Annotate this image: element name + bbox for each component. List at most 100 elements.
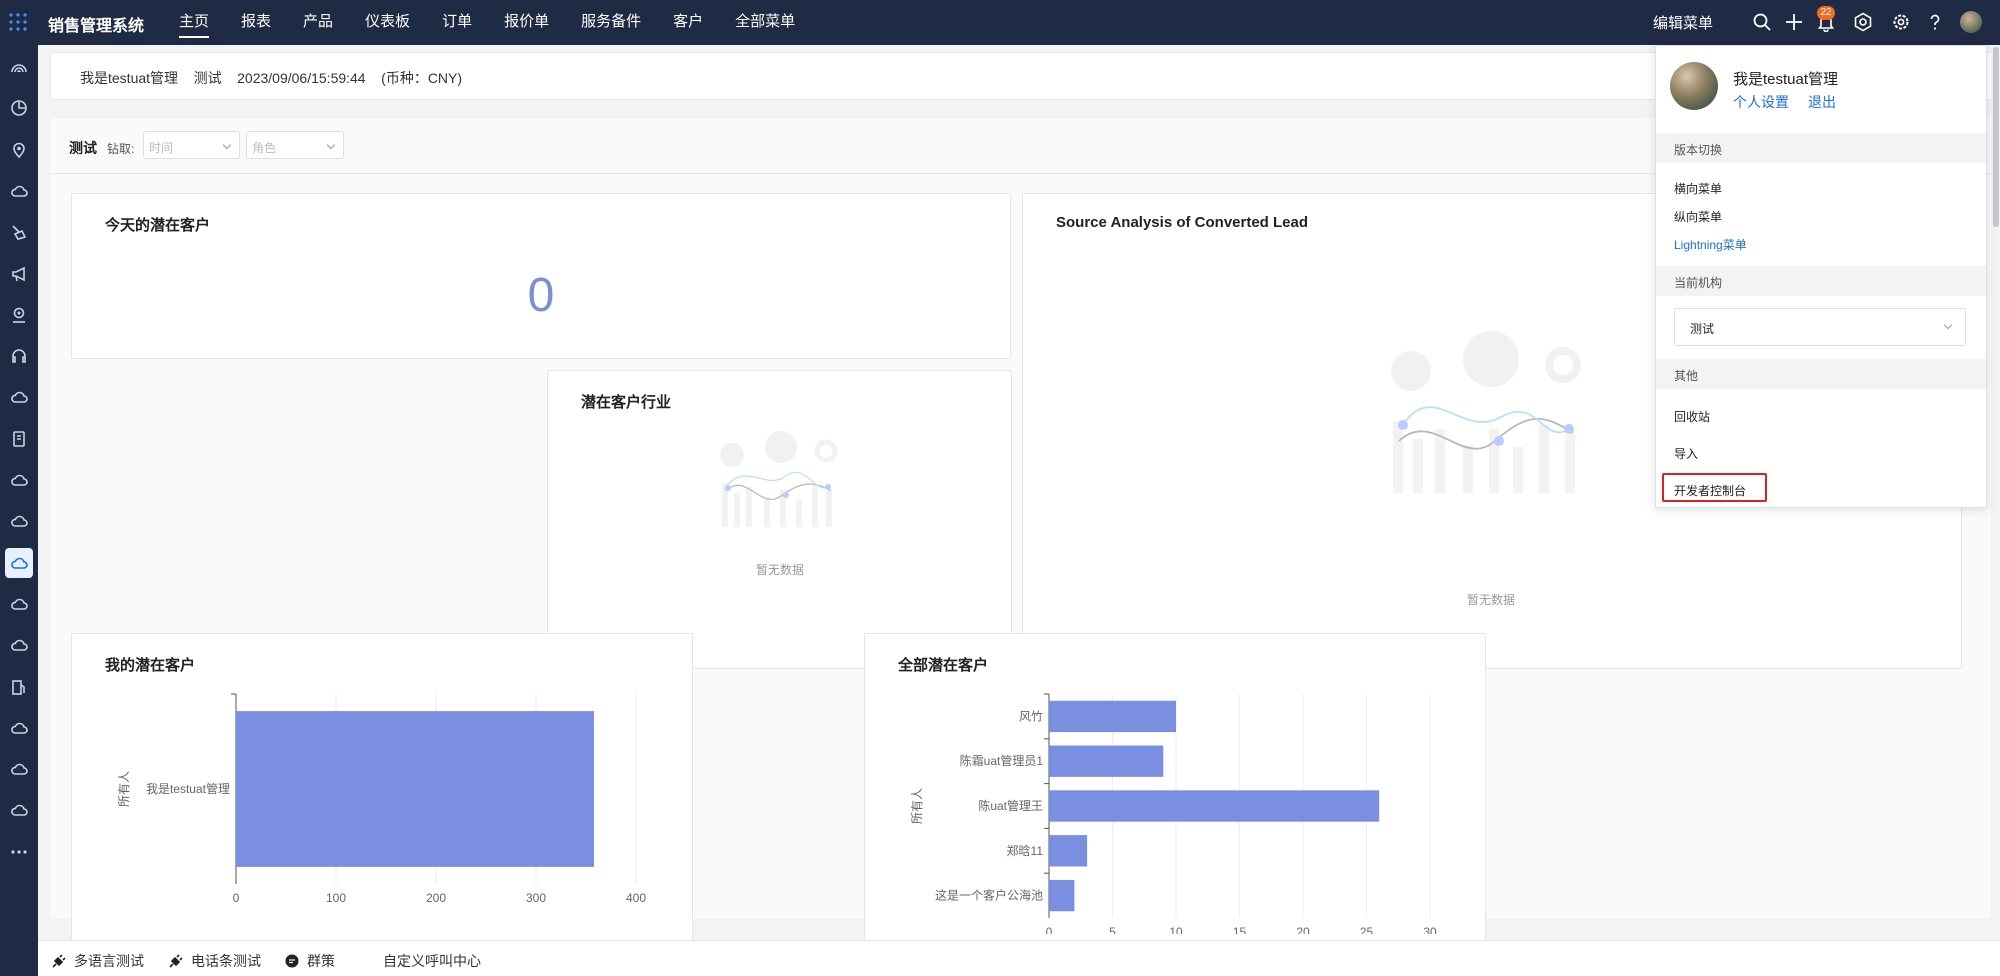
x-tick-label: 25: [1360, 925, 1374, 934]
my-leads-card: 我的潜在客户 0 100 200 300 400 我是testuat管理 所有人: [71, 633, 693, 953]
card-title: 潜在客户行业: [581, 394, 672, 411]
y-tick-label: 我是testuat管理: [146, 781, 230, 796]
divider: [50, 173, 2000, 174]
cloud-icon[interactable]: [5, 795, 33, 825]
rainbow-icon[interactable]: [5, 52, 33, 82]
bar: [1049, 700, 1176, 733]
nav-item-home[interactable]: 主页: [168, 0, 220, 45]
bar: [1049, 790, 1380, 822]
sidebar: [0, 45, 38, 976]
chevron-down-icon: [326, 140, 336, 150]
plug-icon: [52, 954, 66, 968]
no-data-illustration: [720, 431, 838, 527]
section-other: 其他: [1656, 359, 1986, 389]
hexagon-gear-icon[interactable]: [1853, 12, 1873, 32]
time-select-placeholder: 时间: [149, 141, 174, 155]
nav-item-customers[interactable]: 客户: [673, 13, 704, 30]
x-tick-label: 0: [233, 891, 240, 905]
gear-icon[interactable]: [1891, 12, 1911, 32]
cloud-icon[interactable]: [5, 506, 33, 536]
y-axis-title: 所有人: [910, 788, 924, 824]
cloud-icon[interactable]: [5, 465, 33, 495]
search-icon[interactable]: [1752, 12, 1772, 32]
menu-option-lightning[interactable]: Lightning菜单: [1674, 238, 1747, 252]
personal-settings-link[interactable]: 个人设置: [1733, 94, 1789, 110]
import-item[interactable]: 导入: [1674, 447, 1699, 461]
broom-icon[interactable]: [5, 217, 33, 247]
nav-item-dashboard[interactable]: 仪表板: [365, 13, 411, 30]
cloud-icon[interactable]: [5, 176, 33, 206]
lead-industry-card: 潜在客户行业 暂无数据: [547, 370, 1012, 669]
bottom-item-callcenter[interactable]: 自定义呼叫中心: [383, 951, 481, 971]
cloud-icon[interactable]: [5, 547, 33, 578]
cloud-icon[interactable]: [5, 754, 33, 784]
y-tick-label: 风竹: [1019, 709, 1043, 723]
org-select[interactable]: 测试: [1674, 308, 1966, 346]
bottom-item-label: 群策: [307, 953, 335, 969]
no-data-text: 暂无数据: [1467, 593, 1516, 607]
bottom-item-label: 自定义呼叫中心: [383, 953, 481, 969]
menu-option-vertical[interactable]: 纵向菜单: [1674, 210, 1723, 224]
x-tick-label: 20: [1296, 925, 1310, 934]
location-pin-icon[interactable]: [5, 135, 33, 165]
y-tick-label: 陈霜uat管理员1: [960, 753, 1044, 768]
nav-item-orders[interactable]: 订单: [442, 13, 473, 30]
bottom-item-label: 多语言测试: [74, 953, 144, 969]
nav-item-products[interactable]: 产品: [303, 13, 334, 30]
no-data-text: 暂无数据: [756, 563, 805, 577]
menu-option-horizontal[interactable]: 横向菜单: [1674, 182, 1723, 196]
book-icon[interactable]: [5, 424, 33, 454]
developer-console-item[interactable]: 开发者控制台: [1674, 484, 1747, 498]
pin-icon[interactable]: [5, 300, 33, 330]
cloud-icon[interactable]: [5, 630, 33, 660]
pie-icon[interactable]: [5, 93, 33, 123]
user-avatar: [1670, 62, 1718, 110]
bar: [1049, 745, 1164, 777]
logout-link[interactable]: 退出: [1808, 94, 1836, 110]
top-bar: 销售管理系统 主页 报表 产品 仪表板 订单 报价单 服务备件 客户 全部菜单 …: [0, 0, 2000, 45]
recycle-bin-item[interactable]: 回收站: [1674, 410, 1711, 424]
bottom-item-group[interactable]: 群策: [285, 951, 335, 971]
user-dropdown: 我是testuat管理 个人设置 退出 版本切换 横向菜单 纵向菜单 Light…: [1655, 45, 1987, 508]
bar: [1049, 835, 1088, 867]
nav-item-reports[interactable]: 报表: [241, 13, 272, 30]
scrollbar-thumb[interactable]: [1993, 47, 1999, 227]
fuel-icon[interactable]: [5, 672, 33, 702]
my-leads-chart: 0 100 200 300 400 我是testuat管理 所有人: [117, 693, 646, 905]
y-tick-label: 陈uat管理王: [978, 798, 1043, 813]
more-icon[interactable]: [5, 837, 33, 867]
page-scrollbar[interactable]: [1991, 45, 2000, 940]
x-tick-label: 10: [1169, 925, 1183, 934]
avatar[interactable]: [1960, 11, 1982, 33]
drill-label: 钻取:: [107, 142, 135, 156]
bottom-item-multilang[interactable]: 多语言测试: [52, 951, 144, 971]
x-tick-label: 0: [1046, 925, 1053, 934]
cloud-icon[interactable]: [5, 589, 33, 619]
app-launcher-icon[interactable]: [8, 12, 28, 32]
headset-icon[interactable]: [5, 341, 33, 371]
card-title: Source Analysis of Converted Lead: [1056, 214, 1309, 231]
plus-icon[interactable]: [1784, 12, 1804, 32]
role-select-placeholder: 角色: [252, 141, 277, 155]
plug-icon: [169, 954, 183, 968]
bottom-item-phonebar[interactable]: 电话条测试: [169, 951, 261, 971]
x-tick-label: 200: [426, 891, 446, 905]
cloud-icon[interactable]: [5, 713, 33, 743]
nav-item-spare-parts[interactable]: 服务备件: [581, 13, 642, 30]
role-select[interactable]: 角色: [246, 131, 344, 159]
today-leads-card: 今天的潜在客户 0: [71, 193, 1011, 359]
edit-menu-button[interactable]: 编辑菜单: [1653, 15, 1714, 32]
help-icon[interactable]: [1925, 12, 1945, 32]
nav-item-quotes[interactable]: 报价单: [504, 13, 550, 30]
nav-item-all-menus[interactable]: 全部菜单: [735, 13, 796, 30]
cloud-icon[interactable]: [5, 382, 33, 412]
info-text: 我是testuat管理 测试 2023/09/06/15:59:44 (币种：C…: [80, 70, 463, 86]
bar: [236, 711, 594, 867]
dashboard-title: 测试: [69, 140, 97, 156]
time-select[interactable]: 时间: [143, 131, 240, 159]
notification-badge: 22: [1817, 6, 1835, 20]
bar: [1049, 879, 1075, 912]
card-title: 我的潜在客户: [105, 657, 196, 674]
megaphone-icon[interactable]: [5, 259, 33, 289]
